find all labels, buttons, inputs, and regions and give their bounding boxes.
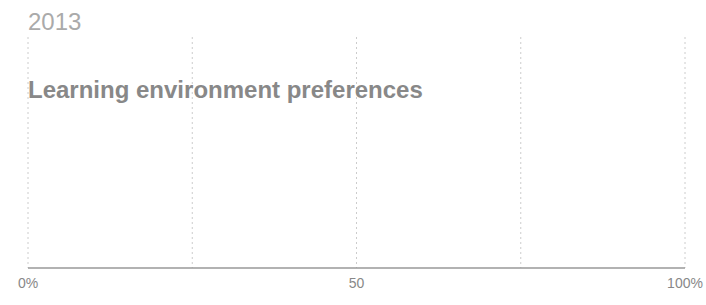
grid: [28, 37, 685, 268]
x-axis-line: [28, 267, 685, 269]
x-tick-label: 100%: [667, 275, 703, 291]
grid-line: [685, 37, 686, 268]
grid-line: [28, 37, 29, 268]
x-tick-label: 0%: [18, 275, 38, 291]
grid-line: [192, 37, 193, 268]
subtitle: 2013: [28, 8, 81, 35]
grid-line: [520, 37, 521, 268]
title: Learning environment preferences: [28, 76, 423, 103]
x-tick-label: 50: [349, 275, 365, 291]
chart: 0% 50 100% 2013 Learning environment prefere…: [0, 0, 706, 305]
grid-line: [356, 37, 357, 268]
x-ticks: 0% 50 100%: [18, 275, 703, 291]
